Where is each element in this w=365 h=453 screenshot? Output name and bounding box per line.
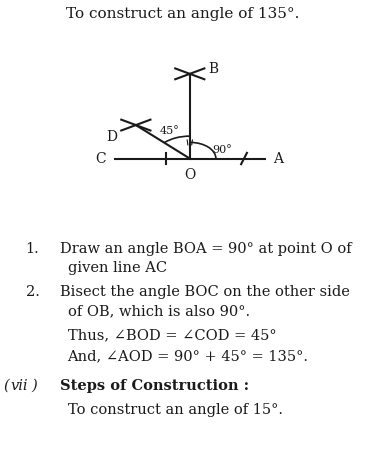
Text: Steps of Construction :: Steps of Construction : [60, 379, 249, 393]
Text: vii: vii [11, 379, 28, 393]
Text: B: B [208, 63, 218, 76]
Text: To construct an angle of 135°.: To construct an angle of 135°. [66, 7, 299, 21]
Text: 1.: 1. [26, 242, 39, 256]
Text: Bisect the angle BOC on the other side: Bisect the angle BOC on the other side [60, 285, 350, 299]
Text: ): ) [31, 379, 37, 393]
Text: 90°: 90° [212, 145, 232, 154]
Text: Draw an angle BOA = 90° at point O of: Draw an angle BOA = 90° at point O of [60, 242, 352, 256]
Text: Thus, ∠BOD = ∠COD = 45°: Thus, ∠BOD = ∠COD = 45° [68, 328, 276, 342]
Text: of OB, which is also 90°.: of OB, which is also 90°. [68, 304, 250, 318]
Text: O: O [184, 168, 195, 182]
Text: D: D [107, 130, 118, 144]
Text: given line AC: given line AC [68, 261, 167, 275]
Text: C: C [96, 152, 106, 165]
Text: And, ∠AOD = 90° + 45° = 135°.: And, ∠AOD = 90° + 45° = 135°. [68, 350, 308, 364]
Text: 45°: 45° [160, 126, 180, 136]
Text: To construct an angle of 15°.: To construct an angle of 15°. [68, 403, 283, 417]
Text: (: ( [4, 379, 12, 393]
Text: A: A [273, 152, 283, 165]
Text: 2.: 2. [26, 285, 39, 299]
